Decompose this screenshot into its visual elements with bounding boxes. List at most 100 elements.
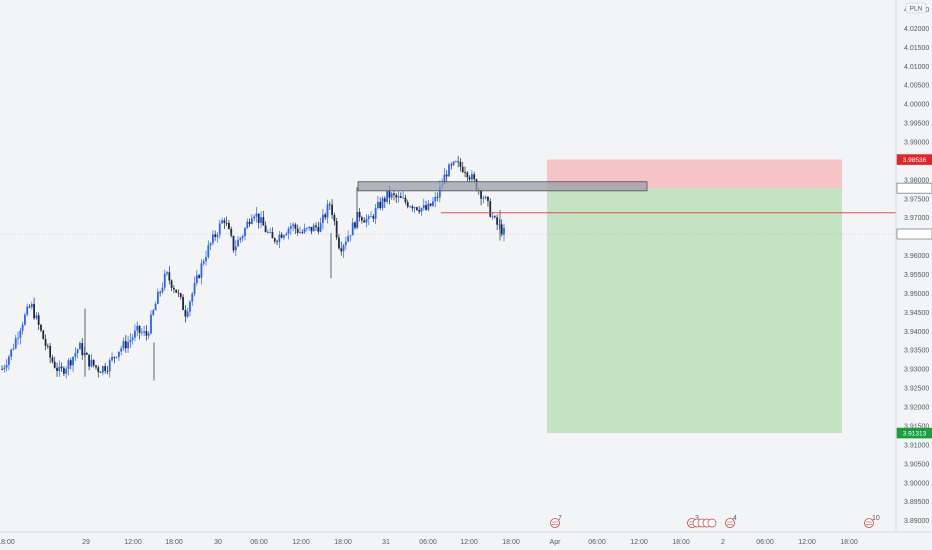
candle-body (482, 198, 485, 200)
candle-body (118, 351, 120, 357)
candle-body (393, 193, 395, 195)
candle-body (388, 191, 391, 198)
price-tick-label: 4.02000 (904, 26, 929, 33)
candle-body (156, 291, 159, 304)
candle-body (184, 310, 187, 317)
candle-body (303, 228, 306, 233)
candle-body (85, 352, 88, 355)
take-profit-zone[interactable] (547, 188, 842, 434)
time-axis-panel[interactable] (0, 532, 932, 550)
candle-body (493, 216, 496, 218)
economic-events[interactable]: 7 3 4 10 (550, 515, 880, 528)
candle-body (191, 293, 194, 302)
candle-body (269, 232, 272, 233)
candle-body (409, 206, 411, 208)
candle-body (324, 214, 327, 218)
candle-body (244, 228, 246, 237)
candle-body (17, 337, 19, 339)
candle-body (383, 198, 386, 202)
price-tick-label: 3.90500 (904, 461, 929, 468)
candle-body (5, 364, 8, 368)
target-price-badge-box (896, 427, 932, 439)
candle-body (200, 263, 203, 278)
currency-label-box (905, 2, 927, 14)
candle-body (436, 196, 439, 198)
currency-label: PLN (910, 6, 923, 13)
candle-body (186, 311, 189, 317)
price-tick-label: 3.91500 (904, 423, 929, 430)
candle-body (257, 213, 260, 223)
candle-body (397, 196, 400, 198)
candle-body (129, 339, 132, 343)
candle-body (322, 214, 324, 223)
candle-body (420, 207, 423, 212)
candle-body (246, 221, 249, 229)
price-tick-label: 3.95000 (904, 291, 929, 298)
candle-body (312, 225, 315, 232)
candle-body (67, 360, 70, 369)
candle-body (138, 325, 141, 333)
candle-body (241, 236, 244, 238)
candle-body (232, 235, 235, 251)
candle-body (425, 205, 427, 210)
candle-body (33, 304, 35, 319)
candle-body (367, 216, 370, 219)
candle-body (296, 228, 299, 233)
candle-body (26, 306, 29, 315)
price-tick-label: 3.95500 (904, 272, 929, 279)
candle-body (264, 225, 267, 233)
position-tool[interactable] (547, 159, 842, 434)
candle-body (106, 371, 109, 372)
us-flag-icon[interactable] (707, 518, 717, 528)
entry-price-badge-text: 3.97781 (903, 186, 927, 193)
candle-body (90, 359, 93, 367)
candle-body (108, 360, 111, 372)
candle-body (395, 194, 398, 198)
event-flag-icon[interactable]: 4 (725, 515, 738, 528)
supply-zone-rectangle[interactable] (357, 181, 648, 192)
candle-body (99, 372, 102, 373)
candle-body (72, 356, 74, 366)
candle-body (429, 203, 432, 206)
candle-body (457, 161, 460, 163)
candle-body (3, 367, 6, 370)
candle-body (35, 315, 38, 319)
candle-body (101, 366, 104, 373)
price-tick-label: 3.90000 (904, 480, 929, 487)
candle-body (328, 204, 331, 206)
price-axis-panel[interactable] (896, 0, 932, 532)
candle-body (193, 282, 196, 294)
candle-body (260, 217, 262, 223)
candle-body (248, 221, 251, 224)
candle-body (62, 368, 65, 374)
candle-body (253, 216, 256, 219)
candle-body (161, 287, 164, 293)
candle-body (461, 166, 464, 173)
candle-body (140, 332, 143, 334)
event-flag-icon[interactable]: 10 (864, 515, 880, 528)
candle-body (480, 190, 482, 199)
candle-body (491, 216, 494, 218)
candle-body (452, 161, 455, 165)
time-tick-label: 06:00 (419, 539, 437, 546)
drawings-layer[interactable] (0, 181, 896, 235)
time-tick-label: 12:00 (124, 539, 142, 546)
candle-body (360, 217, 363, 221)
candle-body (163, 273, 166, 288)
time-tick-label: 18:00 (840, 539, 858, 546)
candle-body (221, 220, 223, 224)
candle-body (301, 232, 304, 234)
candle-body (95, 365, 97, 368)
candle-body (234, 246, 237, 251)
candle-body (487, 196, 489, 202)
candle-body (223, 220, 226, 223)
time-axis[interactable]: 18:00 29 12:00 18:00 30 06:00 12:00 18:00 31 06:0… (0, 539, 858, 546)
candle-body (310, 226, 313, 232)
event-flag-icon[interactable]: 7 (550, 515, 563, 528)
candle-body (299, 232, 301, 234)
candle-body (51, 357, 54, 362)
candle-body (24, 314, 26, 325)
candle-body (289, 226, 292, 229)
candle-body (338, 237, 340, 249)
